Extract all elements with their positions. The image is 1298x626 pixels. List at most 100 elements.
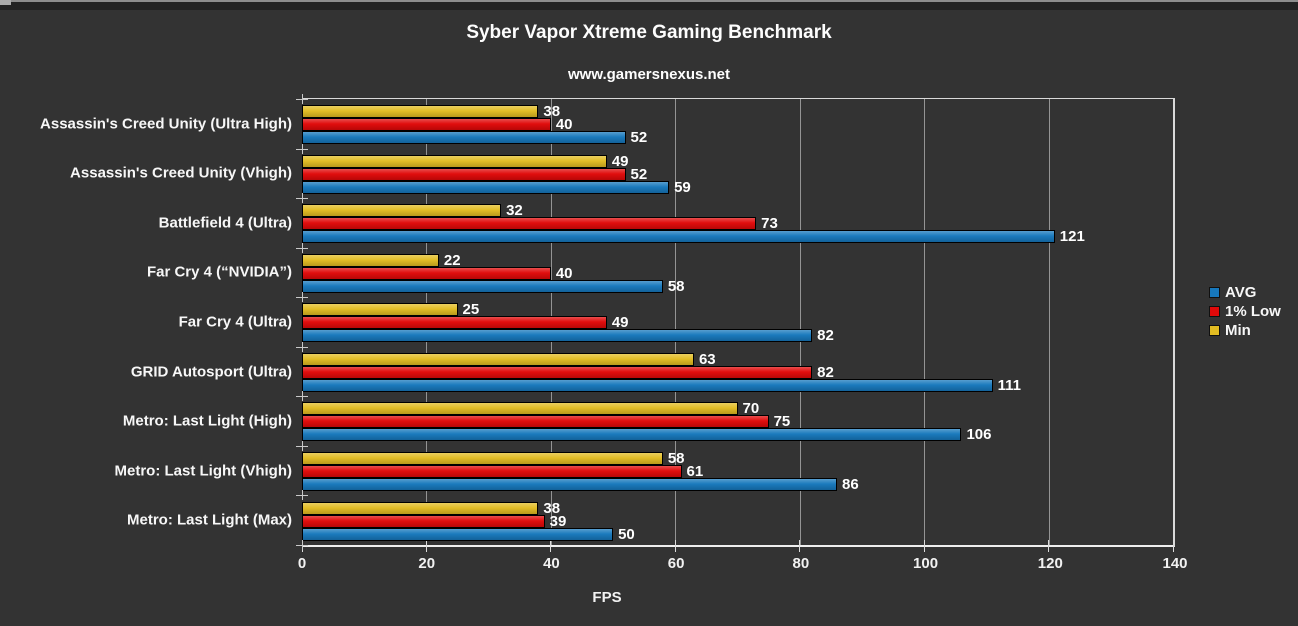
bar-value-label: 50 xyxy=(618,525,635,543)
x-tick-80 xyxy=(799,540,801,552)
bar-value-label: 121 xyxy=(1059,228,1085,246)
y-axis-tick-v xyxy=(302,341,303,352)
bar-value-label: 106 xyxy=(966,426,992,444)
bar-group: Far Cry 4 (Ultra) 25 49 82 xyxy=(179,297,1173,347)
bar-1-low xyxy=(302,415,769,429)
bar-value-label: 49 xyxy=(611,314,629,332)
y-axis-tick-v xyxy=(302,391,303,402)
bar-group: Battlefield 4 (Ultra) 32 73 121 xyxy=(159,198,1173,248)
bar-min xyxy=(302,204,502,218)
gridline-100 xyxy=(924,99,926,545)
x-tick-label-140: 140 xyxy=(1162,555,1188,572)
x-tick-label-0: 0 xyxy=(297,555,307,572)
legend-item-min: Min xyxy=(1209,323,1281,338)
bar-line: 38 xyxy=(302,501,1173,516)
x-tick-140 xyxy=(1172,540,1174,552)
bar-line: 61 xyxy=(302,464,1173,479)
bar-line: 25 xyxy=(302,302,1173,317)
window-corner-notch xyxy=(0,0,11,5)
bar-group: Far Cry 4 (“NVIDIA”) 22 40 58 xyxy=(147,248,1173,298)
x-axis-tick-labels: 0 20 40 60 80 100 120 140 xyxy=(298,555,1188,575)
x-tick-label-100: 100 xyxy=(913,555,939,572)
bar-rows: Assassin's Creed Unity (Ultra High) 38 40 5… xyxy=(40,99,1173,546)
bar-value-label: 52 xyxy=(630,129,648,146)
bar-group: Metro: Last Light (High) 70 75 106 xyxy=(123,396,1173,446)
category-label: Far Cry 4 (Ultra) xyxy=(178,313,292,331)
category-label: Battlefield 4 (Ultra) xyxy=(158,214,292,232)
window-top-highlight xyxy=(0,0,1298,2)
bar-line: 49 xyxy=(302,154,1173,169)
bar-1-low xyxy=(302,118,551,131)
bar-line: 50 xyxy=(302,525,1173,543)
bar-line: 40 xyxy=(302,116,1173,133)
bar-1-low xyxy=(302,316,607,330)
bar-value-label: 70 xyxy=(742,400,760,418)
bar-line: 86 xyxy=(302,477,1173,492)
legend-swatch xyxy=(1209,287,1220,298)
bar-value-label: 111 xyxy=(997,376,1021,394)
bar-avg xyxy=(302,131,626,144)
bar-value-label: 38 xyxy=(543,103,561,120)
y-axis-tick-v xyxy=(302,193,303,204)
y-axis-tick-v xyxy=(302,490,303,501)
bar-value-label: 75 xyxy=(773,413,791,431)
bar-value-label: 52 xyxy=(630,165,648,183)
y-axis-tick-v xyxy=(302,143,303,154)
x-axis-title: FPS xyxy=(592,589,622,606)
x-tick-40 xyxy=(550,540,552,552)
bar-line: 59 xyxy=(302,178,1173,196)
bar-1-low xyxy=(302,514,545,528)
legend-label: Min xyxy=(1225,322,1251,339)
category-label: Metro: Last Light (High) xyxy=(122,412,292,430)
bar-min xyxy=(302,451,663,465)
category-label: Metro: Last Light (Max) xyxy=(127,511,292,529)
x-tick-20 xyxy=(425,540,427,552)
bar-avg xyxy=(302,527,614,541)
legend-swatch xyxy=(1209,306,1220,317)
bar-1-low xyxy=(302,266,551,280)
bar-line: 58 xyxy=(302,279,1173,294)
bar-line: 111 xyxy=(302,376,1173,394)
bar-line: 121 xyxy=(302,228,1173,246)
bar-line: 38 xyxy=(302,103,1173,120)
bar-avg xyxy=(302,180,670,194)
bar-value-label: 82 xyxy=(817,327,834,345)
bar-avg xyxy=(302,378,993,392)
bar-min xyxy=(302,402,738,416)
bar-value-label: 82 xyxy=(817,363,834,381)
x-tick-120 xyxy=(1048,540,1050,552)
bar-value-label: 63 xyxy=(698,350,716,368)
bar-group: Assassin's Creed Unity (Ultra High) 38 40 5… xyxy=(40,99,1173,149)
x-tick-100 xyxy=(923,540,925,552)
legend-item-avg: AVG xyxy=(1209,285,1281,300)
category-label: Metro: Last Light (Vhigh) xyxy=(114,462,292,480)
bar-group: Metro: Last Light (Vhigh) 58 61 86 xyxy=(115,446,1173,496)
bar-1-low xyxy=(302,365,813,379)
bar-min xyxy=(302,352,694,366)
bar-1-low xyxy=(302,167,626,181)
bar-line: 106 xyxy=(302,426,1173,444)
bar-avg xyxy=(302,329,813,343)
gridline-80 xyxy=(799,99,801,545)
chart-subtitle: www.gamersnexus.net xyxy=(568,66,730,83)
x-tick-60 xyxy=(674,540,676,552)
bar-value-label: 59 xyxy=(674,178,691,196)
legend-item-1-low: 1% Low xyxy=(1209,304,1281,319)
bar-avg xyxy=(302,279,663,293)
category-label: Assassin's Creed Unity (Ultra High) xyxy=(40,115,292,133)
x-tick-label-120: 120 xyxy=(1037,555,1063,572)
x-tick-label-20: 20 xyxy=(418,555,436,572)
bar-value-label: 40 xyxy=(555,264,573,282)
chart-title: Syber Vapor Xtreme Gaming Benchmark xyxy=(466,22,832,43)
bar-min xyxy=(302,303,458,317)
bar-value-label: 58 xyxy=(667,449,685,467)
category-label: GRID Autosport (Ultra) xyxy=(130,363,292,381)
bar-line: 52 xyxy=(302,129,1173,146)
bar-value-label: 40 xyxy=(555,116,573,133)
bar-avg xyxy=(302,477,838,491)
bar-group: Metro: Last Light (Max) 38 39 50 xyxy=(127,496,1173,546)
y-axis-tick-v xyxy=(302,242,303,253)
bar-line: 49 xyxy=(302,314,1173,332)
legend-label: AVG xyxy=(1225,284,1257,301)
x-tick-label-40: 40 xyxy=(543,555,560,572)
